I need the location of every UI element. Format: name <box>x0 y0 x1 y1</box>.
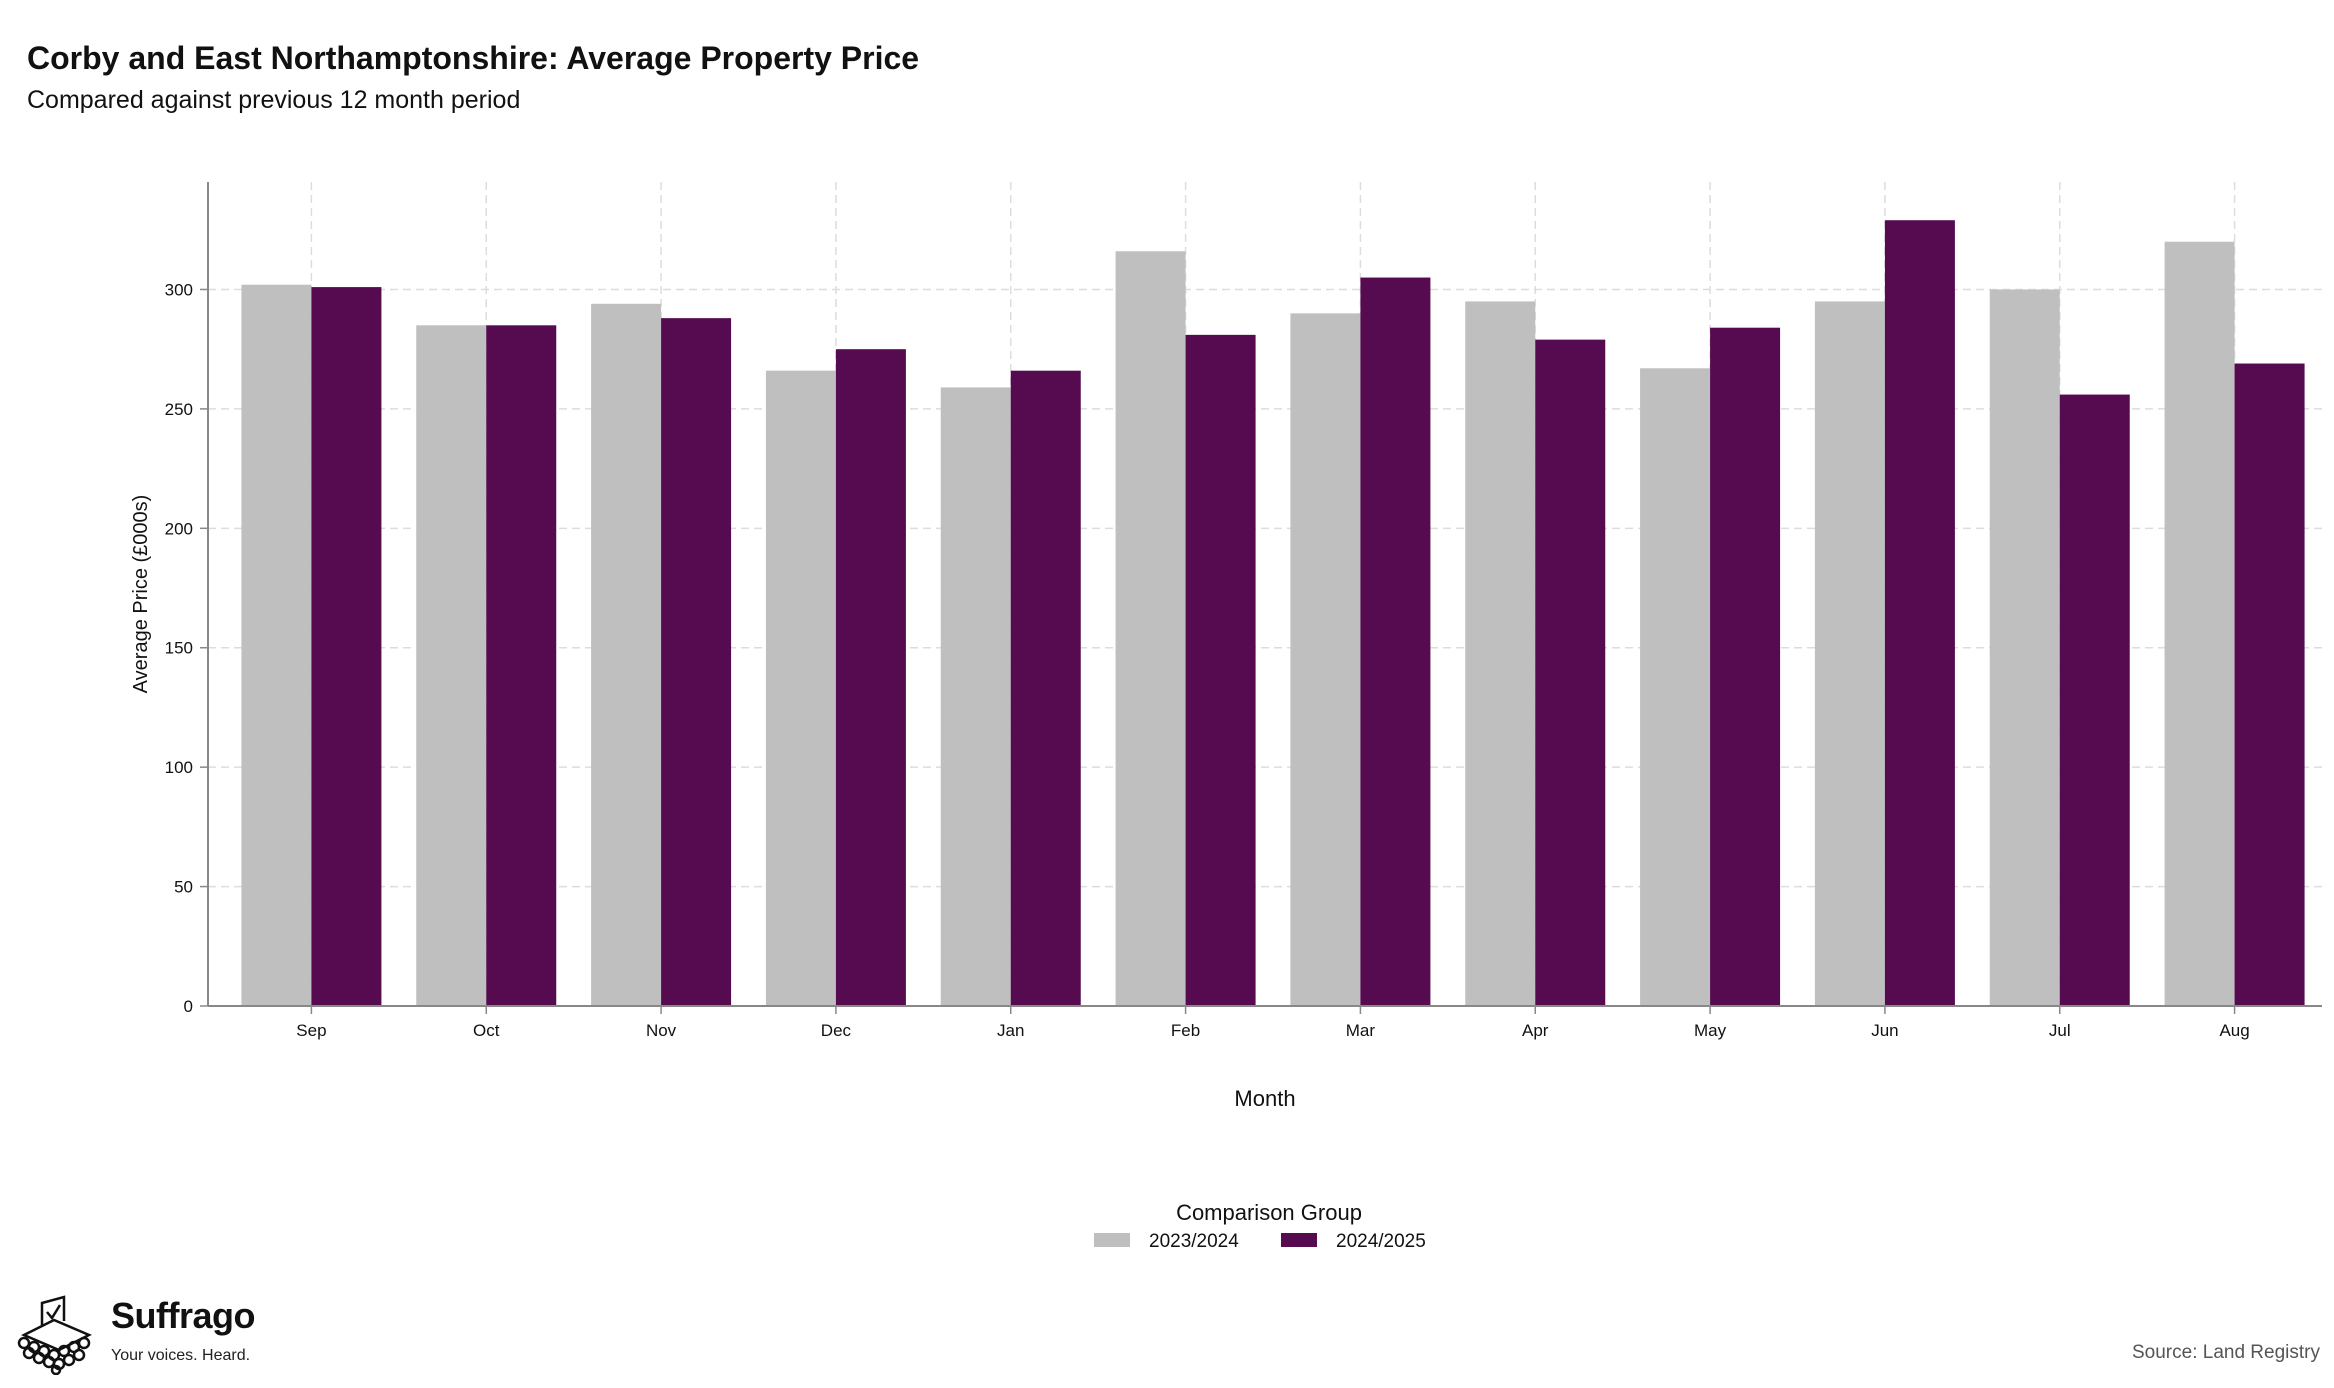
bar-2023-2024-jul <box>1989 289 2060 1006</box>
y-tick-label: 0 <box>184 997 193 1016</box>
bar-2023-2024-dec <box>765 370 836 1006</box>
x-tick-label: Sep <box>296 1021 326 1040</box>
legend-swatch <box>1094 1233 1130 1247</box>
bar-2024-2025-apr <box>1535 339 1606 1007</box>
bar-2023-2024-jan <box>940 387 1011 1006</box>
x-tick-label: Dec <box>821 1021 852 1040</box>
bar-2024-2025-may <box>1710 327 1781 1006</box>
bar-2023-2024-apr <box>1465 301 1536 1006</box>
x-tick-label: Feb <box>1171 1021 1200 1040</box>
bar-2024-2025-feb <box>1185 334 1256 1006</box>
bar-2023-2024-feb <box>1115 251 1186 1006</box>
y-tick-label: 150 <box>165 639 193 658</box>
y-tick-label: 100 <box>165 758 193 777</box>
bar-2024-2025-dec <box>835 349 906 1006</box>
x-tick-label: Apr <box>1522 1021 1549 1040</box>
bar-chart: 0 50 100 150 200 250 300 Sep Oct Nov Dec Jan Feb Mar… <box>130 182 2322 1252</box>
legend-title: Comparison Group <box>1176 1200 1362 1225</box>
brand-tagline: Your voices. Heard. <box>111 1347 251 1364</box>
bar-2023-2024-nov <box>591 303 662 1006</box>
x-tick-label: Jul <box>2049 1021 2071 1040</box>
x-tick-label: Nov <box>646 1021 677 1040</box>
legend-swatch <box>1281 1233 1317 1247</box>
brand-block: Suffrago Your voices. Heard. <box>14 1295 274 1375</box>
ballot-box-crowd-icon <box>17 1295 92 1375</box>
bar-2023-2024-oct <box>416 325 487 1007</box>
x-tick-label: Aug <box>2219 1021 2249 1040</box>
x-tick-label: May <box>1694 1021 1727 1040</box>
bar-2023-2024-mar <box>1290 313 1361 1006</box>
y-tick-label: 200 <box>165 519 193 538</box>
brand-name: Suffrago <box>111 1295 256 1336</box>
bar-2023-2024-aug <box>2164 241 2235 1006</box>
bar-2024-2025-aug <box>2234 363 2305 1007</box>
y-axis-label: Average Price (£000s) <box>130 495 152 694</box>
bar-2024-2025-nov <box>661 318 732 1006</box>
x-tick-labels: Sep Oct Nov Dec Jan Feb Mar Apr May Jun Jul Aug <box>296 1021 2249 1040</box>
y-tick-label: 250 <box>165 400 193 419</box>
y-tick-label: 300 <box>165 280 193 299</box>
x-tick-label: Jan <box>997 1021 1024 1040</box>
bars <box>241 220 2305 1007</box>
bar-2024-2025-oct <box>486 325 557 1007</box>
chart-subtitle: Compared against previous 12 month perio… <box>27 86 521 114</box>
legend-label: 2024/2025 <box>1336 1231 1426 1252</box>
legend-label: 2023/2024 <box>1149 1231 1239 1252</box>
bar-2023-2024-sep <box>241 284 312 1007</box>
x-axis-label: Month <box>1234 1086 1295 1111</box>
bar-2024-2025-jan <box>1010 370 1081 1006</box>
y-tick-labels: 0 50 100 150 200 250 300 <box>165 280 193 1016</box>
x-tick-label: Jun <box>1871 1021 1898 1040</box>
legend: 2023/2024 2024/2025 <box>1094 1231 1426 1252</box>
bar-2024-2025-jun <box>1884 220 1955 1007</box>
bar-2024-2025-jul <box>2059 394 2130 1006</box>
y-tick-label: 50 <box>174 878 193 897</box>
bar-2024-2025-sep <box>311 287 382 1006</box>
axes <box>200 182 2322 1014</box>
x-tick-label: Oct <box>473 1021 500 1040</box>
bar-2023-2024-jun <box>1814 301 1885 1006</box>
bar-2024-2025-mar <box>1360 277 1431 1006</box>
chart-title: Corby and East Northamptonshire: Average… <box>27 40 920 76</box>
source-note: Source: Land Registry <box>2132 1342 2320 1363</box>
bar-2023-2024-may <box>1640 368 1711 1006</box>
x-tick-label: Mar <box>1346 1021 1376 1040</box>
